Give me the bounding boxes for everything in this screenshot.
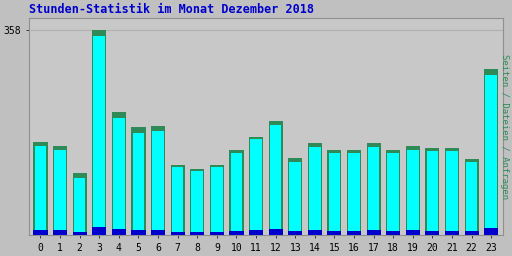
Bar (170, 232, 185, 235)
Bar (231, 153, 242, 235)
Bar (133, 133, 144, 235)
Bar (327, 150, 342, 235)
Bar (54, 150, 66, 235)
Bar (348, 153, 360, 235)
Y-axis label: Seiten / Dateien / Anfragen: Seiten / Dateien / Anfragen (500, 54, 508, 199)
Bar (388, 153, 399, 235)
Bar (33, 142, 48, 235)
Bar (33, 230, 48, 235)
Text: Stunden-Statistik im Monat Dezember 2018: Stunden-Statistik im Monat Dezember 2018 (29, 4, 314, 16)
Bar (309, 147, 321, 235)
Bar (53, 146, 67, 235)
Bar (112, 112, 126, 235)
Bar (426, 151, 438, 235)
Bar (210, 165, 224, 235)
Bar (368, 147, 379, 235)
Bar (308, 143, 322, 235)
Bar (112, 229, 126, 235)
Bar (172, 167, 183, 235)
Bar (425, 231, 439, 235)
Bar (446, 151, 458, 235)
Bar (406, 230, 420, 235)
Bar (250, 139, 262, 235)
Bar (151, 230, 165, 235)
Bar (191, 171, 203, 235)
Bar (210, 232, 224, 235)
Bar (406, 146, 420, 235)
Bar (407, 150, 419, 235)
Bar (327, 231, 342, 235)
Bar (288, 231, 302, 235)
Bar (289, 162, 301, 235)
Bar (92, 227, 106, 235)
Bar (386, 231, 400, 235)
Bar (170, 165, 185, 235)
Bar (347, 231, 361, 235)
Bar (464, 231, 479, 235)
Bar (229, 150, 244, 235)
Bar (132, 230, 145, 235)
Bar (367, 143, 381, 235)
Bar (152, 131, 164, 235)
Bar (151, 126, 165, 235)
Bar (308, 230, 322, 235)
Bar (270, 125, 282, 235)
Bar (73, 232, 87, 235)
Bar (484, 69, 498, 235)
Bar (484, 228, 498, 235)
Bar (94, 36, 105, 235)
Bar (190, 232, 204, 235)
Bar (249, 136, 263, 235)
Bar (464, 159, 479, 235)
Bar (249, 230, 263, 235)
Bar (445, 231, 459, 235)
Bar (269, 229, 283, 235)
Bar (53, 230, 67, 235)
Bar (445, 148, 459, 235)
Bar (190, 169, 204, 235)
Bar (485, 75, 497, 235)
Bar (367, 230, 381, 235)
Bar (466, 162, 477, 235)
Bar (211, 167, 223, 235)
Bar (73, 173, 87, 235)
Bar (288, 158, 302, 235)
Bar (347, 150, 361, 235)
Bar (386, 150, 400, 235)
Bar (113, 118, 124, 235)
Bar (132, 127, 145, 235)
Bar (329, 153, 340, 235)
Bar (269, 121, 283, 235)
Bar (35, 146, 46, 235)
Bar (425, 148, 439, 235)
Bar (74, 178, 86, 235)
Bar (92, 30, 106, 235)
Bar (229, 231, 244, 235)
